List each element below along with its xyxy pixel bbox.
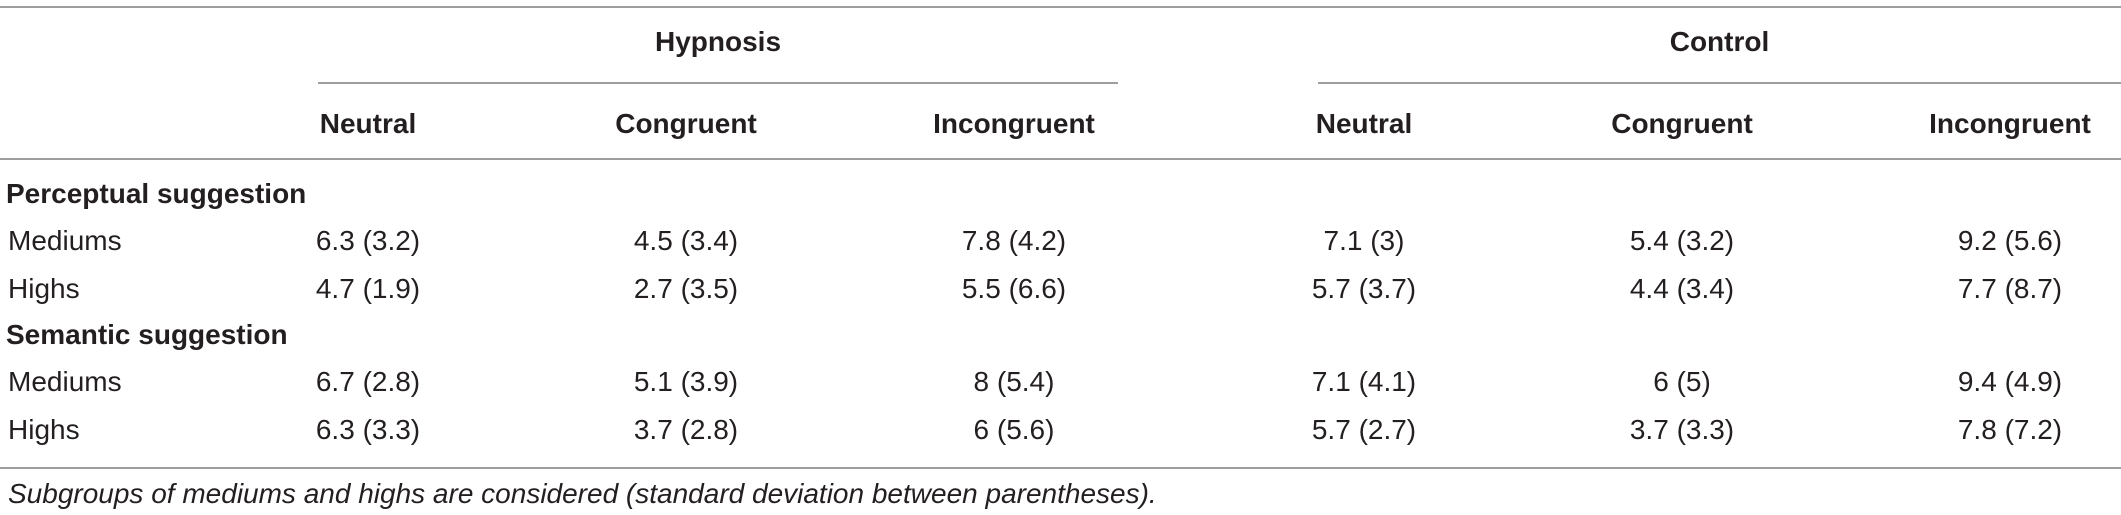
row-label: Mediums [8,366,122,397]
hypnosis-group-rule [318,82,1118,84]
control-group-rule [1318,82,2121,84]
table-cell: 6 (5) [1653,366,1711,397]
table-cell: 5.7 (3.7) [1311,273,1417,304]
section-title: Semantic suggestion [6,319,288,350]
table-cell: 5.5 (6.6) [961,273,1067,304]
table-cell: 7.8 (4.2) [961,225,1067,256]
table-cell: 2.7 (3.5) [633,273,739,304]
table-cell: 5.1 (3.9) [633,366,739,397]
row-label: Highs [8,273,80,304]
table-cell: 6 (5.6) [973,414,1055,445]
table-cell: 9.4 (4.9) [1957,366,2063,397]
column-header: Incongruent [1929,108,2091,139]
table-cell: 3.7 (2.8) [633,414,739,445]
table-cell: 4.5 (3.4) [633,225,739,256]
table-cell: 6.7 (2.8) [315,366,421,397]
table-cell: 7.1 (4.1) [1311,366,1417,397]
column-header: Incongruent [933,108,1095,139]
table-cell: 6.3 (3.2) [315,225,421,256]
column-header: Neutral [319,108,417,139]
table-cell: 9.2 (5.6) [1957,225,2063,256]
table-cell: 5.7 (2.7) [1311,414,1417,445]
row-label: Highs [8,414,80,445]
table-cell: 4.7 (1.9) [315,273,421,304]
table-cell: 7.1 (3) [1323,225,1405,256]
table-cell: 5.4 (3.2) [1629,225,1735,256]
row-label: Mediums [8,225,122,256]
header-bottom-rule [0,158,2121,160]
table-footnote: Subgroups of mediums and highs are consi… [8,478,1157,509]
group-header-hypnosis: Hypnosis [654,26,782,57]
column-header: Neutral [1315,108,1413,139]
table-cell: 3.7 (3.3) [1629,414,1735,445]
section-title: Perceptual suggestion [6,178,307,209]
column-header: Congruent [615,108,757,139]
table-top-rule [0,6,2121,8]
column-header: Congruent [1611,108,1753,139]
table-cell: 7.7 (8.7) [1957,273,2063,304]
table-cell: 7.8 (7.2) [1957,414,2063,445]
table-bottom-rule [0,467,2121,469]
group-header-control: Control [1669,26,1770,57]
table-cell: 4.4 (3.4) [1629,273,1735,304]
table-cell: 6.3 (3.3) [315,414,421,445]
table-cell: 8 (5.4) [973,366,1055,397]
